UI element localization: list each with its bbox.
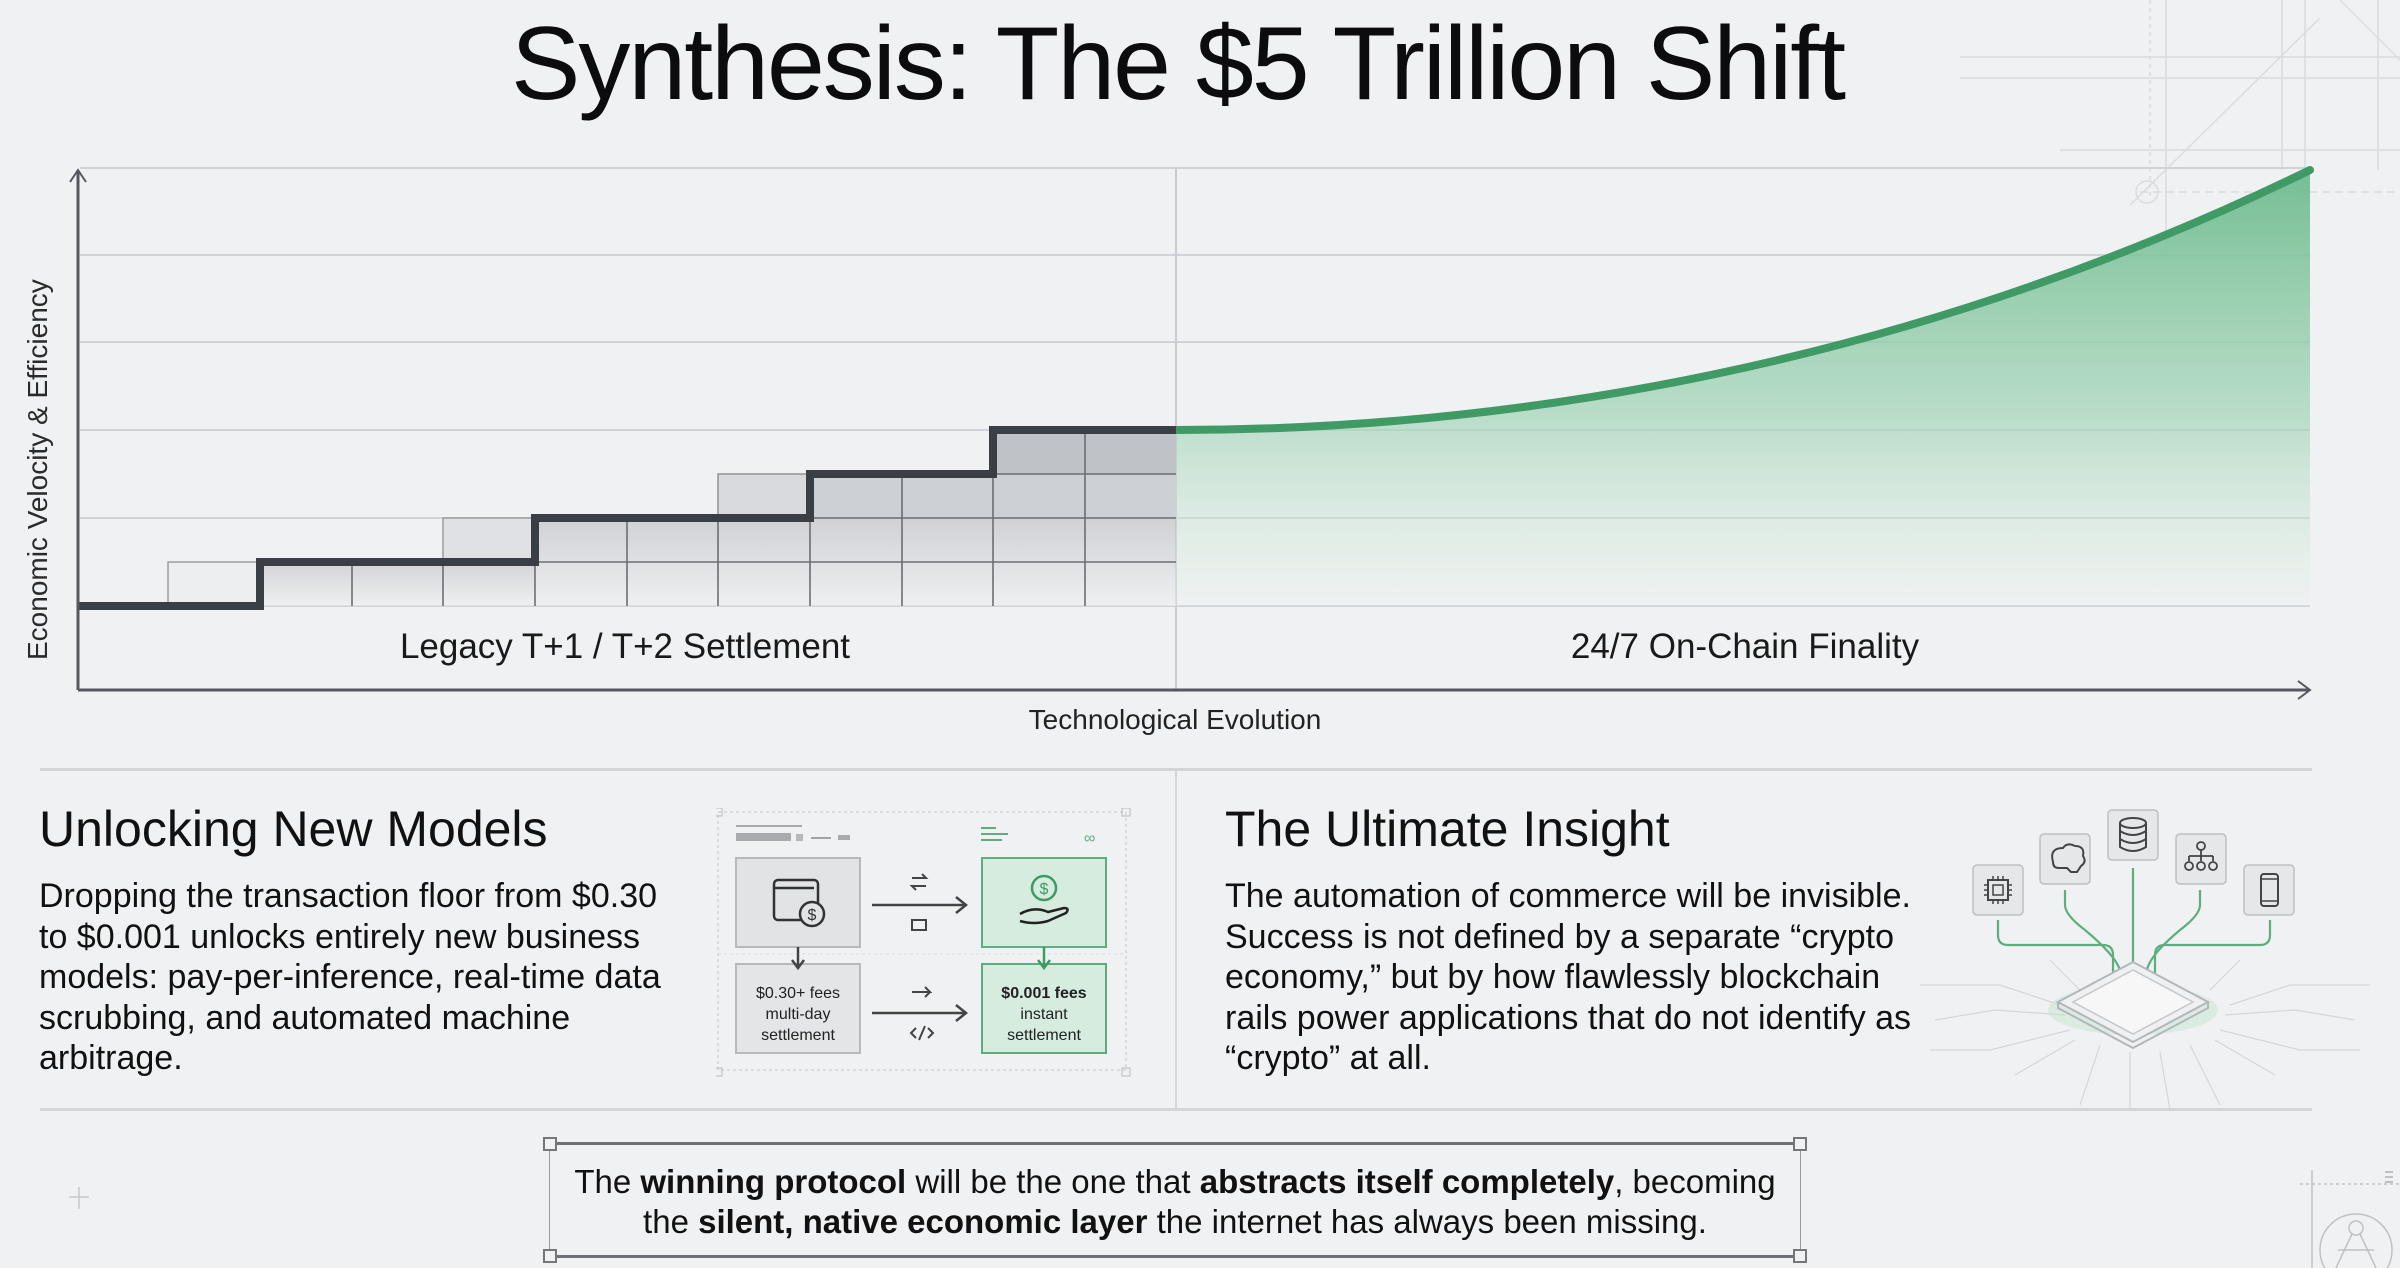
insight-heading: The Ultimate Insight [1225,801,1670,857]
legacy-region-label: Legacy T+1 / T+2 Settlement [399,627,851,666]
quote-text: , becoming [1614,1163,1776,1200]
y-axis-label: Economic Velocity & Efficiency [22,279,53,660]
hand-icon [1019,906,1069,925]
quote-text: will be the one that [906,1163,1200,1200]
svg-text:instant: instant [1020,1006,1068,1023]
quote-text: The [574,1163,641,1200]
corner-handle [543,1249,557,1263]
svg-text:$: $ [1040,881,1049,898]
section-divider-bottom [40,1108,2312,1111]
brain-icon [2039,833,2091,885]
svg-text:multi-day: multi-day [766,1006,831,1023]
legacy-header-placeholder [736,825,850,841]
quote-line-2: the silent, native economic layer the in… [550,1202,1800,1242]
legacy-blocks [167,430,1176,607]
legacy-fee-text: $0.30+ fees [756,985,840,1002]
unlocking-body: Dropping the transaction floor from $0.3… [39,877,661,1077]
modern-fee-box: $0.001 fees instant settlement [981,963,1107,1054]
transfer-icon [911,919,927,931]
processor-chip [2055,960,2211,1050]
database-icon [2107,809,2159,861]
blueprint-decoration [1960,0,2400,250]
page-title: Synthesis: The $5 Trillion Shift [511,6,1846,122]
swap-icon [909,873,929,891]
compass-icon [2300,1170,2400,1268]
modern-hand-coin-box: $ [981,857,1107,948]
quote-emphasis: abstracts itself completely [1199,1163,1615,1200]
fee-comparison-diagram: ∞ $ $ $0.30+ fees multi-day settlement $… [716,808,1131,1077]
axes [69,168,2312,700]
svg-text:settlement: settlement [761,1027,835,1044]
section-divider-vertical [1175,770,1177,1108]
coin-icon [1030,874,1058,902]
unlocking-heading: Unlocking New Models [39,801,548,857]
insight-body: The automation of commerce will be invis… [1225,877,1912,1077]
modern-fee-text: $0.001 fees [1001,985,1087,1002]
legacy-step-line [78,426,1176,610]
closing-quote: The winning protocol will be the one tha… [543,1137,1807,1263]
link-icon: ∞ [1084,830,1095,847]
quote-emphasis: silent, native economic layer [698,1203,1148,1240]
network-hierarchy-icon [2175,833,2227,885]
corner-handle [1793,1249,1807,1263]
code-icon [909,1025,935,1041]
arrow-right-small-icon [912,986,933,998]
svg-text:settlement: settlement [1007,1027,1081,1044]
cpu-icon [1972,864,2024,916]
corner-handle [1793,1137,1807,1151]
modern-header-placeholder [981,827,1008,841]
legacy-fee-box: $0.30+ fees multi-day settlement [735,963,861,1054]
x-axis-label: Technological Evolution [1028,704,1322,735]
legacy-wallet-box: $ [735,857,861,948]
onchain-region-label: 24/7 On-Chain Finality [1570,627,1920,666]
section-divider-top [40,768,2312,771]
wallet-dollar-icon [772,878,826,928]
quote-text: the internet has always been missing. [1147,1203,1707,1240]
chip-network-illustration [1920,809,2370,1110]
crosshair-icon [69,1187,89,1209]
quote-text: the [643,1203,699,1240]
velocity-chart [69,166,2314,700]
corner-handle [543,1137,557,1151]
onchain-curve [1172,166,2314,434]
onchain-area [1176,170,2310,606]
quote-emphasis: winning protocol [640,1163,907,1200]
smartphone-icon [2243,864,2295,916]
svg-text:$: $ [808,907,817,924]
quote-line-1: The winning protocol will be the one tha… [550,1162,1800,1202]
